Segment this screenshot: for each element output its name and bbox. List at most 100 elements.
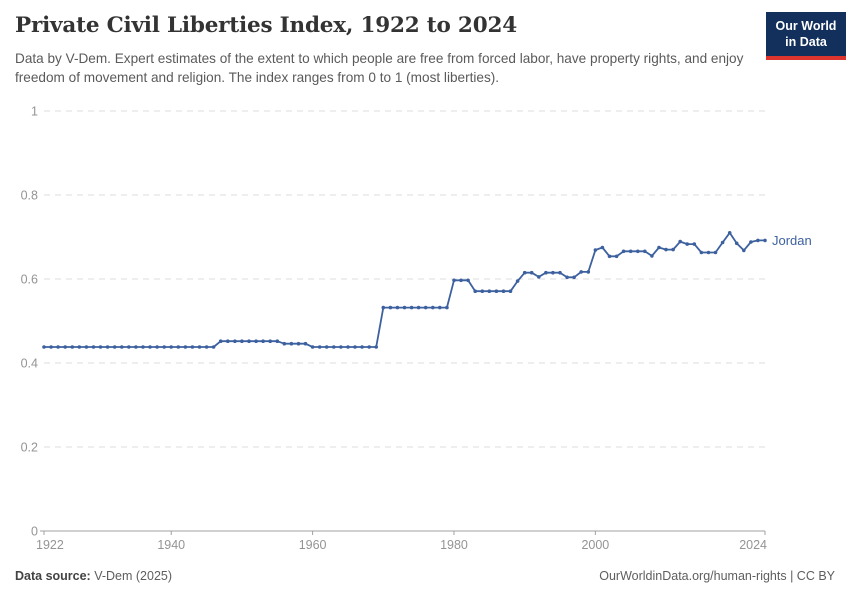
data-point-marker — [749, 240, 753, 244]
data-point-marker — [402, 305, 407, 310]
data-point-marker — [692, 242, 697, 246]
data-point-marker — [70, 345, 75, 349]
data-point-marker — [466, 278, 470, 283]
data-point-marker — [508, 289, 513, 294]
owid-url-link[interactable]: OurWorldinData.org/human-rights | CC BY — [599, 569, 835, 583]
data-point-marker — [374, 345, 379, 349]
data-point-marker — [593, 248, 598, 252]
data-point-marker — [388, 305, 393, 310]
owid-logo[interactable]: Our World in Data — [766, 12, 846, 60]
data-point-marker — [558, 270, 562, 275]
data-point-marker — [643, 249, 647, 254]
data-point-marker — [480, 289, 485, 294]
page-title: Private Civil Liberties Index, 1922 to 2… — [15, 13, 517, 38]
data-point-marker — [183, 345, 188, 349]
data-point-marker — [544, 270, 548, 275]
data-point-marker — [324, 345, 329, 349]
data-point-marker — [247, 339, 251, 344]
data-point-marker — [600, 245, 605, 250]
data-point-marker — [282, 341, 287, 346]
data-point-marker — [720, 240, 725, 245]
data-point-marker — [445, 305, 449, 310]
data-point-marker — [275, 339, 280, 344]
data-point-marker — [339, 345, 343, 349]
data-point-marker — [452, 278, 456, 283]
x-tick-label: 2024 — [739, 538, 767, 552]
data-point-marker — [127, 345, 131, 349]
data-point-marker — [657, 245, 661, 250]
data-point-marker — [636, 249, 640, 254]
data-point-marker — [487, 289, 492, 294]
data-point-marker — [607, 254, 612, 259]
data-point-marker — [233, 339, 237, 344]
y-tick-label: 1 — [31, 105, 38, 119]
series-line — [43, 231, 766, 348]
data-point-marker — [650, 254, 654, 258]
data-point-marker — [529, 270, 534, 275]
data-point-marker — [515, 279, 520, 283]
data-point-marker — [134, 345, 138, 349]
data-source: Data source: V-Dem (2025) — [15, 569, 172, 583]
data-point-marker — [218, 339, 223, 344]
data-point-marker — [501, 289, 506, 294]
data-point-marker — [155, 345, 159, 349]
chart-footer: Data source: V-Dem (2025) OurWorldinData… — [15, 569, 835, 589]
y-tick-label: 0 — [31, 525, 38, 539]
data-point-marker — [579, 270, 583, 274]
data-point-marker — [240, 339, 244, 344]
data-source-label: Data source: — [15, 569, 91, 583]
data-point-marker — [226, 339, 230, 344]
data-point-marker — [381, 305, 386, 310]
data-point-marker — [148, 345, 152, 349]
data-point-marker — [332, 345, 336, 349]
data-point-marker — [572, 275, 576, 280]
data-point-marker — [42, 345, 46, 349]
data-point-marker — [56, 345, 60, 349]
data-point-marker — [105, 345, 110, 349]
data-point-marker — [190, 345, 195, 349]
data-point-marker — [706, 250, 711, 255]
data-point-marker — [204, 345, 209, 349]
data-point-marker — [565, 275, 569, 280]
data-point-marker — [742, 248, 746, 253]
data-point-marker — [98, 345, 103, 349]
data-point-marker — [254, 339, 258, 344]
data-point-marker — [141, 345, 145, 349]
data-point-marker — [120, 345, 124, 349]
data-point-marker — [303, 341, 308, 346]
data-point-marker — [537, 275, 541, 279]
y-tick-label: 0.6 — [21, 273, 38, 287]
data-point-marker — [756, 238, 760, 243]
x-tick-label: 2000 — [581, 538, 609, 552]
data-point-marker — [84, 345, 89, 349]
data-point-marker — [211, 345, 216, 349]
data-point-marker — [438, 305, 442, 310]
data-point-marker — [346, 345, 350, 349]
data-point-marker — [699, 250, 704, 255]
data-source-value: V-Dem (2025) — [90, 569, 173, 583]
data-point-marker — [310, 345, 315, 349]
data-point-marker — [268, 339, 273, 344]
owid-logo-line1: Our World — [775, 19, 837, 33]
data-point-marker — [494, 289, 499, 294]
data-point-marker — [296, 341, 301, 346]
x-tick-label: 1922 — [36, 538, 64, 552]
data-point-marker — [77, 345, 82, 349]
chart-subtitle: Data by V-Dem. Expert estimates of the e… — [15, 51, 744, 85]
data-point-marker — [360, 345, 364, 349]
y-tick-label: 0.2 — [21, 441, 38, 455]
data-point-marker — [197, 345, 202, 349]
data-point-marker — [678, 239, 682, 244]
data-point-marker — [63, 345, 67, 349]
data-point-marker — [317, 345, 322, 349]
data-point-marker — [621, 249, 626, 254]
owid-logo-line2: in Data — [785, 35, 827, 50]
data-point-marker — [763, 238, 767, 243]
data-point-marker — [551, 270, 555, 275]
entity-label[interactable]: Jordan — [772, 233, 812, 248]
data-point-marker — [431, 305, 435, 310]
data-point-marker — [261, 339, 265, 344]
data-point-marker — [176, 345, 181, 349]
data-point-marker — [628, 249, 633, 254]
